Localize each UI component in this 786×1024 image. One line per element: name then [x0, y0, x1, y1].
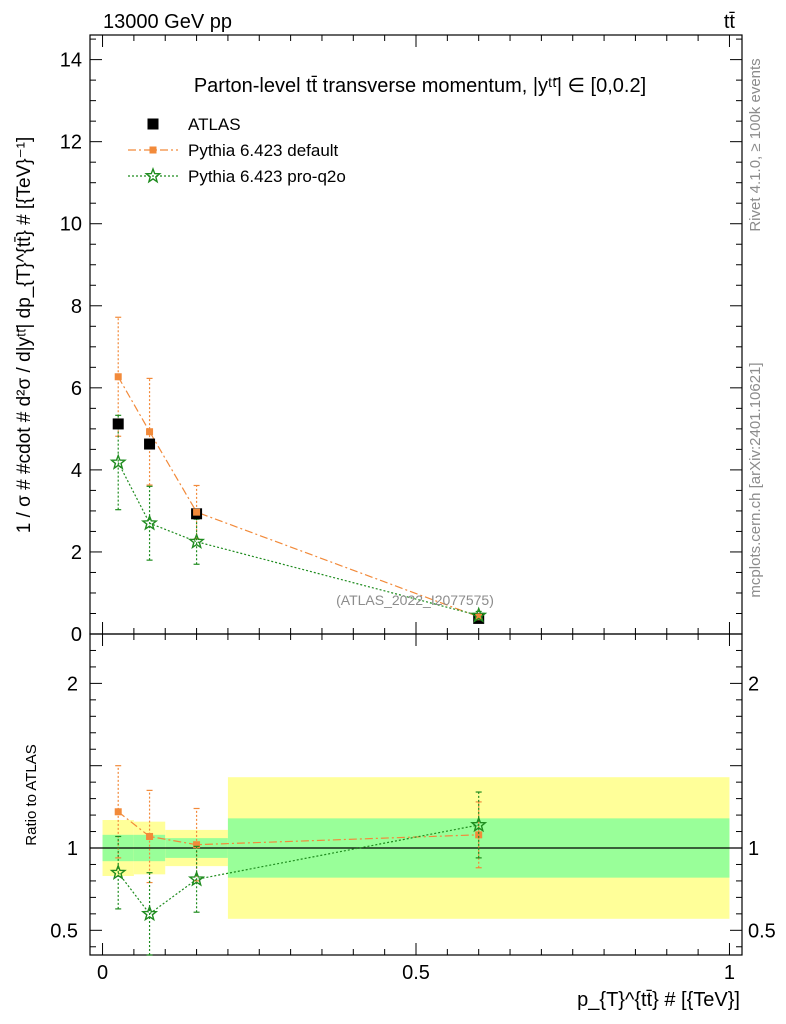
ratio-pythia-default-point-3 [475, 831, 483, 839]
x-tick-label: 1 [724, 962, 735, 984]
atlas-point-0 [112, 418, 124, 430]
ratio-pythia-default-point-0 [114, 808, 122, 816]
x-axis-label: p_{T}^{tt̄} # [{TeV}] [577, 989, 740, 1011]
ratio-y-axis-label: Ratio to ATLAS [23, 744, 40, 845]
pythia-proq2o-point-1 [140, 514, 159, 531]
pythia-default-point-1 [146, 428, 154, 436]
legend-label-0: ATLAS [188, 115, 241, 134]
series-line-1 [117, 376, 479, 618]
ratio-y-tick-label-right: 1 [748, 838, 759, 860]
ratio-series-line-1 [117, 824, 479, 915]
pythia-default-point-2 [193, 508, 201, 516]
ratio-panel-marks [109, 765, 488, 956]
mcplots-label: mcplots.cern.ch [arXiv:2401.10621] [747, 362, 764, 597]
rivet-version-label: Rivet 4.1.0, ≥ 100k events [747, 58, 764, 231]
ratio-y-tick-label: 0.5 [50, 920, 78, 942]
pythia-default-point-3 [475, 613, 483, 621]
x-tick-label: 0.5 [402, 962, 430, 984]
ratio-pythia-proq2o-point-1 [140, 904, 159, 922]
main-y-tick-label: 6 [71, 378, 82, 400]
ratio-y-tick-label: 2 [67, 673, 78, 695]
ratio-pythia-proq2o-point-0 [109, 863, 127, 881]
main-y-tick-label: 10 [60, 214, 82, 236]
main-y-tick-label: 14 [60, 50, 82, 72]
pythia-proq2o-point-2 [187, 532, 206, 550]
ratio-y-tick-label-right: 0.5 [748, 920, 776, 942]
legend-marker-atlas [147, 118, 159, 130]
main-y-tick-label: 8 [71, 296, 82, 318]
main-y-tick-label: 0 [71, 624, 82, 646]
x-tick-label: 0 [97, 962, 108, 984]
pythia-proq2o-point-3 [470, 606, 488, 623]
atlas-point-1 [144, 438, 156, 450]
legend-marker-pythia-proq2o [144, 166, 162, 184]
ratio-pythia-proq2o-point-3 [470, 815, 488, 833]
ratio-y-tick-label: 1 [67, 838, 78, 860]
legend-label-1: Pythia 6.423 default [188, 141, 339, 160]
main-panel-marks [109, 316, 488, 624]
pythia-proq2o-point-0 [109, 453, 127, 470]
ratio-pythia-default-point-1 [146, 832, 154, 840]
main-panel-frame: 0 2 4 6 8 10 12 14 [60, 34, 743, 646]
analysis-id-label: (ATLAS_2022_I2077575) [336, 592, 494, 608]
ratio-pythia-proq2o-point-2 [187, 870, 206, 887]
main-y-tick-label: 2 [71, 542, 82, 564]
ratio-y-tick-label-right: 2 [748, 673, 759, 695]
ratio-series-line-0 [117, 811, 479, 846]
series-line-2 [117, 462, 479, 617]
ratio-panel-frame: 0 0.5 1 0.5 0.5 1 1 2 2 [50, 633, 776, 984]
legend: ATLAS Pythia 6.423 default Pythia 6.423 pr… [128, 115, 346, 186]
y-axis-label: 1 / σ # #cdot # d²σ / d|yᵗᵗ̄| dp_{T}^{tt… [14, 137, 35, 534]
legend-marker-pythia-default [149, 146, 157, 154]
chart-title: Parton-level tt̄ transverse momentum, |y… [194, 75, 646, 97]
legend-label-2: Pythia 6.423 pro-q2o [188, 167, 346, 186]
process-label: tt̄ [724, 11, 736, 33]
main-y-tick-label: 12 [60, 132, 82, 154]
energy-label: 13000 GeV pp [103, 11, 232, 33]
pythia-default-point-0 [114, 373, 122, 381]
main-y-tick-label: 4 [71, 460, 82, 482]
ratio-pythia-default-point-2 [193, 841, 201, 849]
